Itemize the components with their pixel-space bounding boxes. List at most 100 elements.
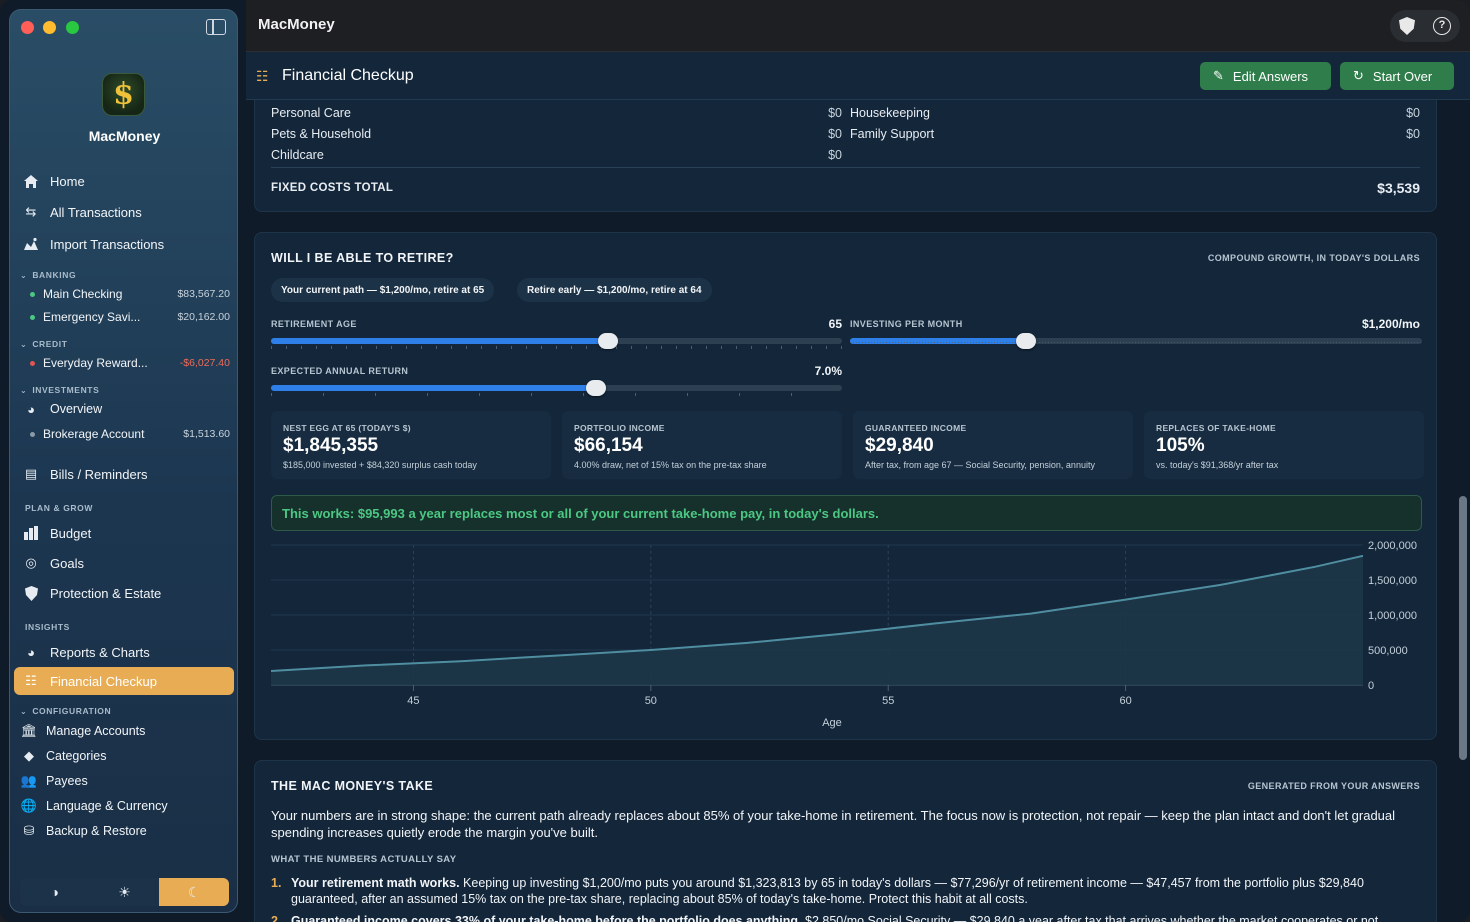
edit-answers-button[interactable]: ✎ Edit Answers [1200,62,1331,90]
stat-value: 105% [1156,435,1205,456]
status-dot [30,291,35,297]
section-investments[interactable]: ⌄ INVESTMENTS [20,385,100,395]
stat-sub: 4.00% draw, net of 15% tax on the pre-ta… [574,460,767,470]
pie-chart-icon: ◕ [27,644,35,660]
close-window-button[interactable] [21,21,34,34]
return-slider[interactable] [271,380,842,396]
import-icon [22,235,40,253]
moon-icon[interactable]: ☾ [159,878,229,906]
slider-knob[interactable] [1015,333,1036,349]
investing-value: $1,200/mo [1361,317,1420,331]
sidebar-item-all-transactions[interactable]: ⇆ All Transactions [14,198,234,226]
minimize-window-button[interactable] [43,21,56,34]
fixed-cost-value: $0 [828,106,842,120]
stat-value: $66,154 [574,435,643,456]
list-number: 2. [271,914,282,922]
stat-value: $29,840 [865,435,934,456]
stat-replaces: REPLACES OF TAKE-HOME 105% vs. today's $… [1144,411,1424,479]
sidebar-item-reports[interactable]: ◕ Reports & Charts [14,638,234,666]
fixed-cost-value: $0 [828,148,842,162]
slider-ticks [850,342,1422,343]
section-credit[interactable]: ⌄ CREDIT [20,339,68,349]
take-paragraph: Your numbers are in strong shape: the cu… [271,808,1396,840]
fixed-cost-label: Personal Care [271,106,351,120]
pie-chart-icon: ◕ [27,401,35,417]
title-bar: MacMoney ? [246,0,1470,52]
section-configuration[interactable]: ⌄ CONFIGURATION [20,706,112,716]
fixed-cost-label: Pets & Household [271,127,372,141]
sidebar-item-budget[interactable]: Budget [14,519,234,547]
status-dot [30,314,35,320]
stat-sub: vs. today's $91,368/yr after tax [1156,460,1279,470]
stat-label: NEST EGG AT 65 (TODAY'S $) [283,423,411,433]
sidebar-account-brokerage[interactable]: Brokerage Account $1,513.60 [30,424,230,444]
contrast-icon[interactable]: ◑ [50,884,60,900]
slider-fill [271,338,608,344]
window-title: MacMoney [258,16,335,33]
stat-nest-egg: NEST EGG AT 65 (TODAY'S $) $1,845,355 $1… [271,411,551,479]
sun-icon[interactable]: ☀ [118,883,131,900]
restart-icon: ↻ [1353,68,1364,83]
scrollbar[interactable] [1459,496,1467,760]
page-title: Financial Checkup [282,67,414,84]
section-plan-grow: PLAN & GROW [25,503,93,513]
investing-label: INVESTING PER MONTH [850,319,963,329]
scenario-chip-current[interactable]: Your current path — $1,200/mo, retire at… [271,278,495,302]
fixed-costs-total-value: $3,539 [1377,180,1420,196]
maximize-window-button[interactable] [66,21,79,34]
retirement-age-slider[interactable] [271,333,842,349]
slider-ticks [271,346,842,349]
take-card: THE MAC MONEY'S TAKE GENERATED FROM YOUR… [254,760,1437,922]
sidebar-item-label: All Transactions [50,204,142,220]
sidebar-item-payees[interactable]: 👥 Payees [20,773,88,788]
sidebar-toggle-icon[interactable] [206,19,226,35]
section-banking[interactable]: ⌄ BANKING [20,270,77,280]
x-tick-label: 45 [407,695,419,707]
investing-slider[interactable] [850,333,1422,349]
sidebar-item-protection[interactable]: Protection & Estate [14,579,234,607]
slider-knob[interactable] [597,333,618,349]
chevron-down-icon: ⌄ [20,339,28,349]
fixed-cost-value: $0 [828,127,842,141]
sidebar-item-bills[interactable]: ▤ Bills / Reminders [14,460,234,488]
y-tick-label: 0 [1368,680,1374,692]
slider-knob[interactable] [585,380,606,396]
main-content[interactable]: Personal Care $0 Pets & Household $0 Chi… [246,100,1470,922]
sidebar-account-emergency-savings[interactable]: Emergency Savi... $20,162.00 [30,307,230,327]
help-icon[interactable]: ? [1433,17,1451,35]
sidebar-item-manage-accounts[interactable]: 🏛 Manage Accounts [20,723,146,738]
arrows-swap-icon: ⇆ [25,204,37,219]
retirement-age-value: 65 [828,317,842,331]
stat-sub: $185,000 invested + $84,320 surplus cash… [283,460,477,470]
sidebar-item-import-transactions[interactable]: Import Transactions [14,230,234,258]
target-icon: ◎ [25,555,37,570]
sidebar-item-home[interactable]: Home [14,167,234,195]
shield-icon[interactable] [1399,17,1415,35]
sidebar-account-main-checking[interactable]: Main Checking $83,567.20 [30,284,230,304]
list-number: 1. [271,876,282,890]
start-over-button[interactable]: ↻ Start Over [1340,62,1454,90]
app-logo: $ [102,73,145,116]
sidebar-item-backup[interactable]: ⛁ Backup & Restore [14,819,234,843]
sidebar-account-everyday-rewards[interactable]: Everyday Reward... -$6,027.40 [30,353,230,373]
checklist-icon: ☷ [256,68,269,84]
fixed-cost-label: Childcare [271,148,324,162]
sidebar-item-financial-checkup[interactable]: ☷ Financial Checkup [14,667,234,695]
series-area [271,555,1363,685]
globe-icon: 🌐 [20,798,38,813]
sidebar-item-categories[interactable]: ◆ Categories [14,744,234,768]
y-tick-label: 1,000,000 [1368,610,1417,622]
scenario-chip-early[interactable]: Retire early — $1,200/mo, retire at 64 [517,278,712,302]
x-tick-label: 50 [645,695,657,707]
status-dot [30,431,35,437]
sidebar-item-overview[interactable]: ◕ Overview [14,396,234,422]
sidebar-item-goals[interactable]: ◎ Goals [14,549,234,577]
nest-egg-chart: 2,000,000 1,500,000 1,000,000 500,000 0 45 50 5… [270,540,1417,729]
list-text: Keeping up investing $1,200/mo puts you … [291,876,1364,906]
bank-icon: 🏛 [20,723,38,738]
sidebar-item-language[interactable]: 🌐 Language & Currency [20,798,168,813]
backup-icon: ⛁ [23,823,35,838]
section-insights: INSIGHTS [25,622,70,632]
verdict-banner: This works: $95,993 a year replaces most… [271,495,1422,531]
